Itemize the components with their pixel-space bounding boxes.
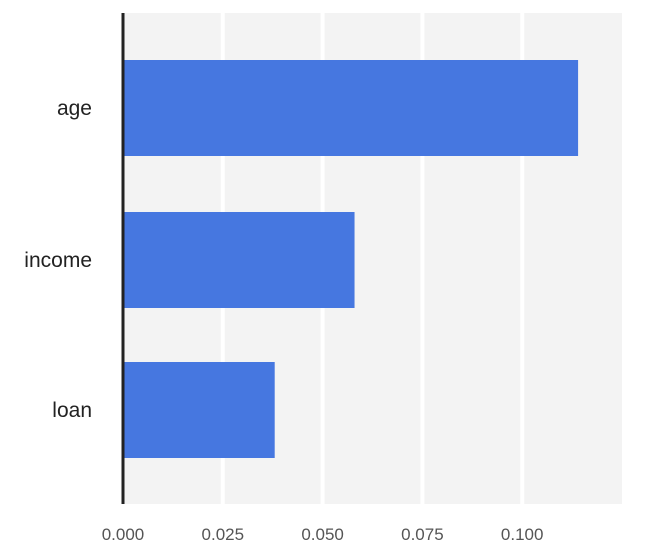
category-labels: age income loan <box>24 97 92 422</box>
x-tick-label: 0.025 <box>202 525 245 544</box>
x-tick-label: 0.075 <box>401 525 444 544</box>
bar-income <box>123 212 355 308</box>
bars <box>123 60 579 458</box>
category-label-age: age <box>57 97 92 120</box>
x-tick-label: 0.000 <box>102 525 145 544</box>
x-tick-label: 0.050 <box>301 525 344 544</box>
category-label-income: income <box>24 249 92 272</box>
category-label-loan: loan <box>52 399 92 422</box>
bar-loan <box>123 362 275 458</box>
x-tick-label: 0.100 <box>501 525 544 544</box>
x-tick-labels: 0.000 0.025 0.050 0.075 0.100 <box>102 525 544 544</box>
bar-age <box>123 60 579 156</box>
